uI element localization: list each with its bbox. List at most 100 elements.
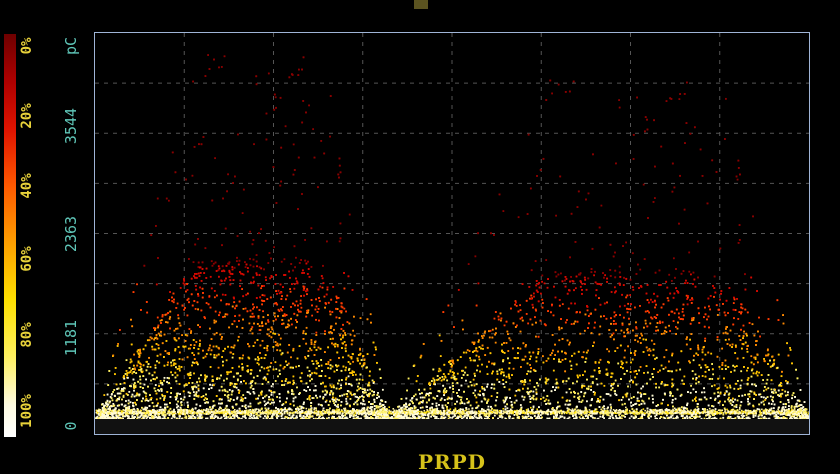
- pd-point: [676, 412, 679, 414]
- pd-point: [542, 412, 545, 414]
- pd-point: [744, 410, 746, 413]
- pd-point: [367, 410, 369, 413]
- pd-point: [752, 412, 754, 415]
- pd-point: [401, 409, 404, 411]
- pd-point: [751, 411, 754, 413]
- pd-point: [568, 411, 570, 414]
- pd-point: [744, 411, 747, 413]
- pd-point: [170, 412, 173, 415]
- pd-point: [700, 412, 702, 414]
- pd-point: [426, 408, 428, 411]
- pd-point: [573, 412, 575, 415]
- pd-point: [676, 411, 678, 413]
- pd-point: [254, 411, 257, 413]
- pd-point: [688, 413, 691, 415]
- pd-point: [105, 411, 108, 414]
- pd-point: [679, 410, 681, 413]
- pd-point: [769, 412, 772, 414]
- pd-point: [682, 410, 685, 412]
- pd-point: [143, 411, 146, 414]
- pd-point: [468, 410, 470, 413]
- pd-point: [686, 411, 689, 414]
- pd-point: [143, 412, 146, 415]
- pd-point: [656, 412, 659, 415]
- pd-point: [498, 412, 501, 414]
- pd-point: [328, 409, 330, 411]
- pd-point: [502, 407, 505, 410]
- pd-point: [694, 408, 697, 410]
- pd-point: [331, 412, 334, 414]
- pd-point: [231, 412, 234, 415]
- pd-point: [173, 412, 176, 415]
- pd-point: [617, 410, 620, 412]
- pd-point: [227, 412, 229, 415]
- y-tick-label: 0: [62, 421, 80, 431]
- pd-point: [629, 412, 631, 415]
- pd-point: [508, 412, 511, 415]
- pd-point: [326, 412, 329, 414]
- pd-point: [538, 412, 540, 415]
- pd-point: [728, 412, 730, 415]
- pd-point: [654, 408, 657, 411]
- pd-point: [308, 411, 311, 414]
- pd-point: [191, 407, 194, 410]
- colorbar: [4, 34, 16, 437]
- pd-point: [787, 412, 790, 414]
- pd-point: [391, 412, 394, 415]
- pd-point: [474, 410, 476, 413]
- pd-point: [691, 412, 694, 414]
- pd-point: [128, 412, 131, 415]
- pd-point: [168, 412, 170, 415]
- pd-point: [270, 409, 273, 412]
- pd-point: [619, 412, 622, 414]
- pd-point: [218, 412, 221, 414]
- pd-point: [137, 410, 139, 413]
- pd-point: [657, 410, 659, 412]
- pd-point: [793, 408, 796, 410]
- pd-point: [622, 411, 625, 414]
- pd-point: [418, 410, 421, 413]
- pd-point: [288, 411, 291, 414]
- pd-point: [730, 410, 732, 412]
- pd-point: [586, 410, 589, 413]
- pd-point: [778, 410, 781, 413]
- pd-point: [245, 412, 248, 414]
- pd-point: [122, 409, 125, 411]
- pd-point: [544, 412, 547, 415]
- pd-point: [669, 410, 672, 412]
- pd-point: [668, 411, 671, 414]
- pd-point: [585, 408, 587, 411]
- pd-point: [541, 413, 544, 415]
- pd-point: [413, 409, 415, 412]
- pd-point: [434, 412, 436, 415]
- pd-point: [584, 412, 586, 415]
- pd-point: [635, 412, 638, 415]
- pd-point: [182, 408, 185, 411]
- pd-point: [251, 412, 254, 414]
- pd-point: [687, 412, 690, 415]
- pd-point: [220, 409, 223, 412]
- pd-point: [685, 412, 688, 415]
- pd-point: [583, 412, 586, 414]
- pd-point: [683, 412, 686, 415]
- pd-point: [730, 408, 733, 411]
- colorbar-label-80: 80%: [19, 322, 35, 348]
- pd-point: [129, 411, 132, 414]
- pd-point: [225, 410, 228, 412]
- pd-point: [281, 410, 283, 413]
- pd-point: [450, 411, 453, 414]
- pd-point: [655, 411, 658, 414]
- pd-point: [286, 408, 288, 411]
- pd-point: [414, 409, 416, 411]
- pd-point: [697, 412, 699, 414]
- pd-point: [153, 413, 156, 415]
- pd-point: [561, 410, 564, 413]
- pd-point: [504, 411, 507, 414]
- pd-point: [181, 409, 183, 411]
- pd-point: [571, 408, 574, 410]
- pd-point: [724, 409, 727, 411]
- pd-point: [582, 410, 584, 413]
- pd-point: [189, 412, 191, 415]
- pd-point: [512, 412, 514, 415]
- pd-point: [410, 411, 412, 414]
